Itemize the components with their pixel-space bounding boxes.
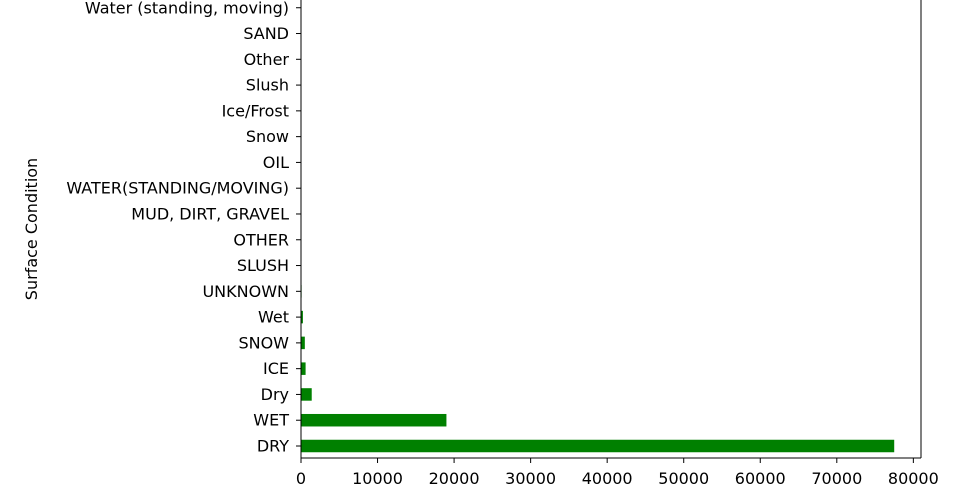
y-tick-label-8: OTHER	[233, 230, 289, 249]
x-tick-label-0: 0	[296, 469, 306, 488]
y-tick-label-9: MUD, DIRT, GRAVEL	[131, 204, 289, 223]
x-tick-label-2: 20000	[429, 469, 480, 488]
x-tick-label-1: 10000	[352, 469, 403, 488]
x-tick-label-4: 40000	[582, 469, 633, 488]
y-tick-label-0: DRY	[257, 437, 289, 456]
y-tick-label-15: Other	[244, 50, 290, 69]
y-tick-label-5: Wet	[258, 308, 289, 327]
y-tick-label-6: UNKNOWN	[202, 282, 289, 301]
y-category-labels: DRY WET Dry ICE SNOW Wet UNKNOWN SLUSH OTHER MUD,…	[66, 0, 301, 456]
y-tick-label-14: Slush	[246, 76, 289, 95]
bar-0	[301, 439, 895, 453]
bar-2	[301, 388, 312, 401]
y-tick-label-2: Dry	[261, 385, 289, 404]
x-tick-label-8: 80000	[888, 469, 939, 488]
bar-4	[301, 336, 305, 350]
x-tick-labels: 0 10000 20000 30000 40000 50000 60000 70000 8000…	[296, 458, 939, 488]
x-tick-label-5: 50000	[658, 469, 709, 488]
y-tick-label-12: Snow	[246, 127, 289, 146]
y-tick-label-7: SLUSH	[237, 256, 289, 275]
x-tick-label-3: 30000	[505, 469, 556, 488]
y-tick-label-13: Ice/Frost	[222, 101, 289, 120]
plot-frame	[300, 0, 922, 459]
bar-1	[301, 413, 447, 427]
y-axis-label: Surface Condition	[22, 158, 41, 300]
y-tick-label-1: WET	[253, 411, 289, 430]
y-tick-label-16: SAND	[243, 24, 289, 43]
y-tick-label-4: SNOW	[238, 333, 289, 352]
y-tick-label-3: ICE	[263, 359, 289, 378]
bar-5	[301, 310, 303, 324]
x-tick-label-7: 70000	[811, 469, 862, 488]
bars	[301, 1, 895, 453]
y-tick-label-17: Water (standing, moving)	[85, 0, 289, 17]
x-tick-label-6: 60000	[735, 469, 786, 488]
bar-3	[301, 362, 306, 375]
plot-area	[301, 0, 921, 458]
y-tick-label-11: OIL	[263, 153, 289, 172]
y-tick-label-10: WATER(STANDING/MOVING)	[66, 179, 289, 198]
